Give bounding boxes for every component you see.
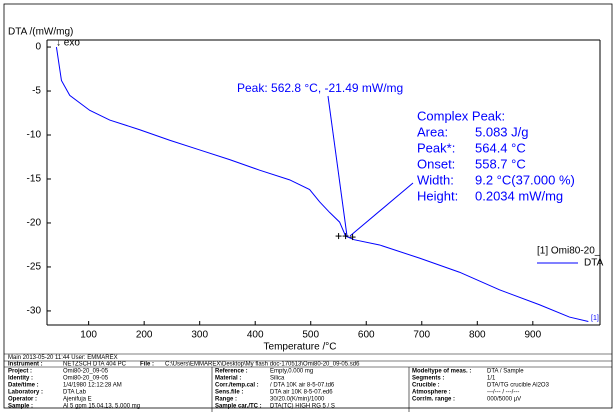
data-line	[55, 46, 589, 322]
footer-label: Sens.file :	[215, 390, 243, 396]
complex-peak-label: Peak*:	[417, 140, 455, 155]
footer-value: DTA Lab	[63, 390, 87, 396]
footer-value: Omi80-20_09-05	[63, 376, 109, 382]
x-tick-label: 500	[302, 330, 319, 341]
frame	[3, 3, 613, 409]
complex-peak-title: Complex Peak:	[417, 108, 505, 123]
footer-label: Crucible :	[412, 383, 440, 389]
footer-value: Silica	[270, 376, 285, 382]
complex-peak-label: Onset:	[417, 156, 455, 171]
footer-value: ---/--- / ---/---	[487, 390, 519, 396]
annotation-arrow	[349, 182, 414, 237]
complex-peak-value: 5.083 J/g	[475, 124, 529, 139]
y-tick-label: -5	[32, 86, 41, 97]
complex-peak-value: 9.2 °C(37.000 %)	[475, 172, 575, 187]
footer-value: C:\Users\EMMAREX\Desktop\My flash doc-17…	[165, 362, 360, 368]
y-tick-label: -20	[27, 218, 42, 229]
footer-value: 1/1	[487, 376, 496, 382]
x-tick-label: 800	[469, 330, 486, 341]
footer-label: Operator :	[8, 397, 37, 403]
y-tick-label: -10	[27, 130, 42, 141]
y-label: DTA /(mW/mg)	[8, 27, 73, 38]
y-tick-label: -25	[27, 262, 42, 273]
footer-label: Date/time :	[8, 383, 39, 389]
complex-peak-label: Area:	[417, 124, 448, 139]
x-tick-label: 200	[136, 330, 153, 341]
footer-value: DTA air 10K 8-5-07.ed6	[270, 390, 333, 396]
curve-label: [1]	[591, 315, 599, 322]
footer-label: Project :	[8, 369, 32, 375]
footer-value: Omi80-20_09-05	[63, 369, 109, 375]
footer-label: Instrument :	[8, 362, 43, 368]
footer-label: Corr./temp.cal :	[215, 383, 259, 389]
x-tick-label: 600	[358, 330, 375, 341]
footer-value: 000/5000 µV	[487, 397, 521, 403]
footer-value: 30/20.0(K/min)/1000	[270, 397, 325, 403]
footer-value: DTA / Sample	[487, 369, 524, 375]
footer-label: Mode/type of meas. :	[412, 369, 471, 375]
annotation-arrow	[327, 95, 348, 237]
footer-label: Reference :	[215, 369, 248, 375]
footer-value: / DTA 10K air 8-5-07.td6	[270, 383, 335, 389]
footer-value: DTA(TC) HIGH RG 5 / S	[270, 404, 335, 410]
y-tick-label: 0	[35, 42, 41, 53]
footer-label: File :	[140, 362, 154, 368]
footer-label: Laboratory :	[8, 390, 43, 396]
footer-header: Main 2013-05-20 11:44 User: EMMAREX	[8, 355, 118, 361]
complex-peak-value: 558.7 °C	[475, 156, 526, 171]
plot: [1] Omi80-20_09-05.sd6	[55, 46, 616, 322]
complex-peak-label: Width:	[417, 172, 454, 187]
legend-title: [1] Omi80-20_09-05.sd6	[537, 246, 616, 257]
footer-value: Empty,0.000 mg	[270, 369, 313, 375]
footer-label: Material :	[215, 376, 241, 382]
footer-value: Al 5 gpm 15.04.13, 5.000 mg	[63, 404, 140, 410]
footer-label: Sample car./TC :	[215, 404, 262, 410]
footer-label: Atmosphere :	[412, 390, 451, 396]
x-tick-label: 400	[247, 330, 264, 341]
complex-peak-value: 0.2034 mW/mg	[475, 188, 563, 203]
footer-value: NETZSCH DTA 404 PC	[63, 362, 127, 368]
complex-peak-value: 564.4 °C	[475, 140, 526, 155]
footer-label: Range :	[215, 397, 237, 403]
footer-value: 1/4/1980 12:12:28 AM	[63, 383, 122, 389]
legend-label: DTA	[584, 258, 604, 269]
x-tick-label: 700	[413, 330, 430, 341]
x-tick-label: 100	[80, 330, 97, 341]
x-tick-label: 300	[191, 330, 208, 341]
footer-label: Corr/m. range :	[412, 397, 455, 403]
y-tick-label: -15	[27, 174, 42, 185]
y-note: ↓ exo	[56, 38, 80, 49]
complex-peak-label: Height:	[417, 188, 458, 203]
footer-value: Ajenifuja E	[63, 397, 92, 403]
footer-label: Sample :	[8, 404, 33, 410]
peak-annotation: Peak: 562.8 °C, -21.49 mW/mg	[237, 81, 403, 95]
footer-label: Segments :	[412, 376, 444, 382]
footer-label: Identity :	[8, 376, 33, 382]
x-tick-label: 900	[524, 330, 541, 341]
x-label: Temperature /°C	[264, 342, 337, 353]
footer-value: DTA/TG crucible Al2O3	[487, 383, 550, 389]
y-tick-label: -30	[27, 306, 42, 317]
